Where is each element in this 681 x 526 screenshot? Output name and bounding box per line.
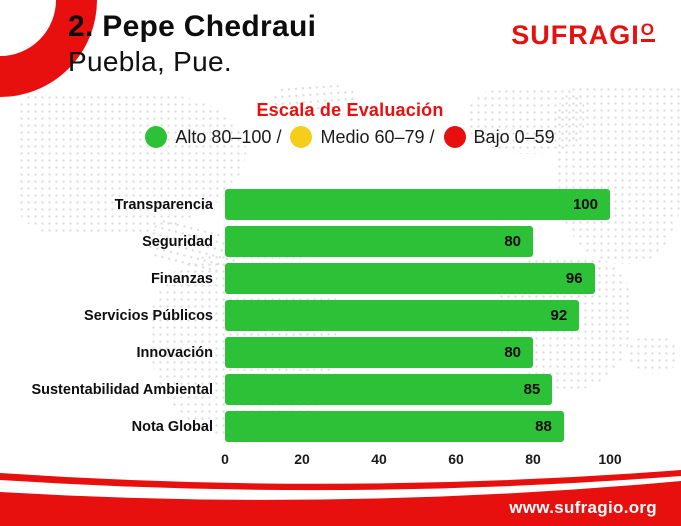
category-label: Seguridad	[142, 233, 213, 250]
category-label: Sustentabilidad Ambiental	[31, 381, 213, 398]
category-label: Nota Global	[131, 418, 213, 435]
legend-label-low: Bajo 0–59	[473, 126, 555, 147]
value-bar: 80	[225, 226, 533, 257]
value-label: 96	[565, 270, 583, 287]
bar-track: 92	[225, 300, 610, 331]
bar-track: 96	[225, 263, 610, 294]
sufragio-logo: SUFRAGIO	[511, 20, 655, 51]
logo-text: SUFRAGI	[511, 20, 640, 50]
x-axis: 0 20 40 60 80 100	[221, 449, 622, 473]
value-label: 85	[523, 381, 541, 398]
value-label: 88	[535, 418, 552, 435]
legend-label-high: Alto 80–100 /	[175, 126, 282, 147]
map-dots-cluster	[556, 86, 681, 264]
logo-o-mark: O	[640, 21, 655, 42]
bar-track: 80	[225, 226, 610, 257]
legend-circle-low	[443, 126, 466, 148]
value-bar: 96	[225, 263, 595, 294]
value-label: 80	[504, 233, 521, 250]
axis-tick-label: 40	[371, 451, 387, 467]
axis-tick-label: 0	[221, 451, 229, 467]
candidate-title: 2. Pepe Chedraui	[68, 10, 317, 43]
category-label: Innovación	[136, 344, 213, 361]
axis-tick-label: 20	[294, 451, 310, 467]
legend-circle-medium	[290, 126, 313, 148]
bar-row: Innovación 80	[0, 334, 610, 371]
axis-tick-label: 60	[448, 451, 464, 467]
category-label: Transparencia	[114, 196, 213, 213]
candidate-location: Puebla, Pue.	[68, 46, 232, 77]
category-label: Finanzas	[150, 270, 213, 287]
bar-row: Servicios Públicos 92	[0, 297, 610, 334]
category-label: Servicios Públicos	[84, 307, 213, 324]
bar-track: 88	[225, 411, 610, 442]
bar-row: Seguridad 80	[0, 223, 610, 260]
value-label: 100	[572, 196, 598, 213]
bar-row: Sustentabilidad Ambiental 85	[0, 371, 610, 408]
legend-item-low: Bajo 0–59	[443, 126, 555, 148]
evaluation-legend: Alto 80–100 / Medio 60–79 / Bajo 0–59	[90, 126, 610, 148]
footer-wave-graphic	[0, 470, 681, 526]
legend-item-medium: Medio 60–79 /	[290, 126, 435, 148]
legend-item-high: Alto 80–100 /	[145, 126, 281, 148]
header: 2. Pepe Chedraui Puebla, Pue.	[68, 10, 316, 78]
bar-track: 80	[225, 337, 610, 368]
bar-row: Nota Global 88	[0, 408, 610, 445]
axis-tick-label: 100	[598, 451, 622, 467]
bar-rows: Transparencia 100 Seguridad 80 Finanzas 96 Ser…	[0, 186, 610, 445]
legend-label-medium: Medio 60–79 /	[320, 126, 435, 147]
bar-row: Transparencia 100	[0, 186, 610, 223]
value-label: 92	[550, 307, 568, 324]
value-bar: 88	[225, 411, 564, 442]
scale-title: Escala de Evaluación	[256, 100, 444, 120]
value-bar: 85	[225, 374, 553, 405]
value-label: 80	[504, 344, 521, 361]
bar-track: 85	[225, 374, 610, 405]
map-dots-cluster	[628, 336, 678, 374]
value-bar: 92	[225, 300, 580, 331]
bar-row: Finanzas 96	[0, 260, 610, 297]
bar-track: 100	[225, 189, 610, 220]
value-bar: 80	[225, 337, 533, 368]
bar-chart: Transparencia 100 Seguridad 80 Finanzas 96 Ser…	[0, 186, 622, 473]
footer-band: www.sufragio.org	[0, 456, 681, 526]
legend-circle-high	[145, 126, 168, 148]
value-bar: 100	[225, 189, 610, 220]
axis-tick-label: 80	[525, 451, 541, 467]
website-url: www.sufragio.org	[509, 498, 657, 517]
